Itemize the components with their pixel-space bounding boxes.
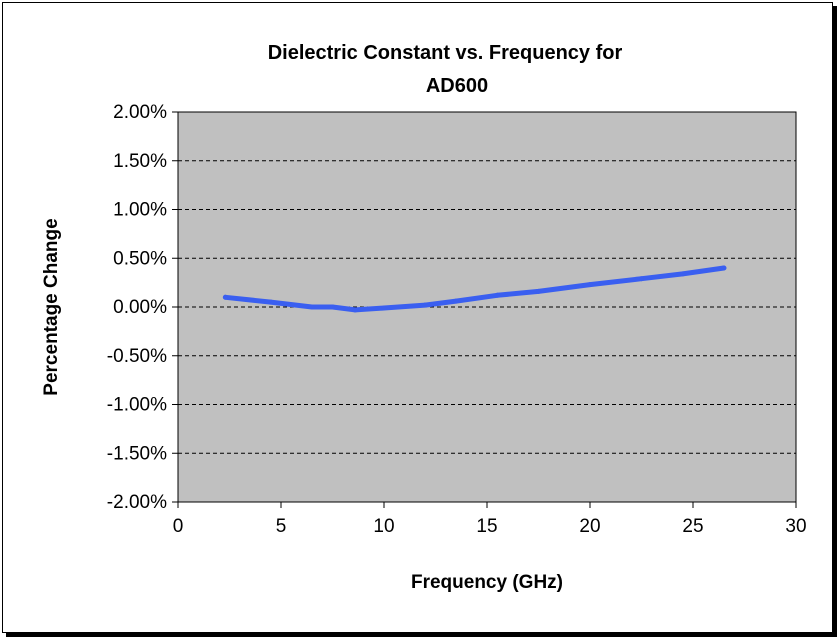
x-tick-label: 5 xyxy=(276,516,287,537)
data-point xyxy=(453,298,459,304)
x-tick-label: 0 xyxy=(173,516,184,537)
data-point xyxy=(381,305,387,311)
y-tick-label: -2.00% xyxy=(107,492,167,513)
data-point xyxy=(680,271,686,277)
y-tick-label: 0.50% xyxy=(113,248,167,269)
data-point xyxy=(222,294,228,300)
y-tick-label: -0.50% xyxy=(107,346,167,367)
data-point xyxy=(352,307,358,313)
y-tick-label: 1.00% xyxy=(113,200,167,221)
x-tick-label: 25 xyxy=(682,516,703,537)
x-axis-label: Frequency (GHz) xyxy=(411,572,563,593)
y-tick-label: 0.00% xyxy=(113,297,167,318)
x-tick-label: 30 xyxy=(785,516,806,537)
data-point xyxy=(536,288,541,294)
chart-title-line1: Dielectric Constant vs. Frequency for xyxy=(268,42,623,64)
y-tick-label: -1.50% xyxy=(107,443,167,464)
x-tick-label: 10 xyxy=(373,516,394,537)
data-point xyxy=(268,299,274,305)
data-point xyxy=(721,265,727,271)
x-axis: 0 5 10 15 20 25 30 xyxy=(173,502,807,537)
data-point xyxy=(330,304,335,310)
y-tick-label: 1.50% xyxy=(113,151,167,172)
x-tick-label: 20 xyxy=(579,516,600,537)
series-group xyxy=(222,265,727,313)
series-line xyxy=(222,265,727,313)
y-axis-label: Percentage Change xyxy=(41,218,62,395)
y-axis: 2.00% 1.50% 1.00% 0.50% 0.00% -0.50% -1.00% -1.… xyxy=(107,102,178,513)
data-point xyxy=(309,304,315,310)
data-point xyxy=(422,302,428,308)
data-point xyxy=(494,292,500,298)
data-point xyxy=(587,282,593,288)
y-tick-label: 2.00% xyxy=(113,102,167,123)
gridlines xyxy=(178,160,796,454)
data-point xyxy=(639,276,644,282)
x-tick-label: 15 xyxy=(476,516,497,537)
chart-title-line2: AD600 xyxy=(426,75,488,97)
y-tick-label: -1.00% xyxy=(107,395,167,416)
